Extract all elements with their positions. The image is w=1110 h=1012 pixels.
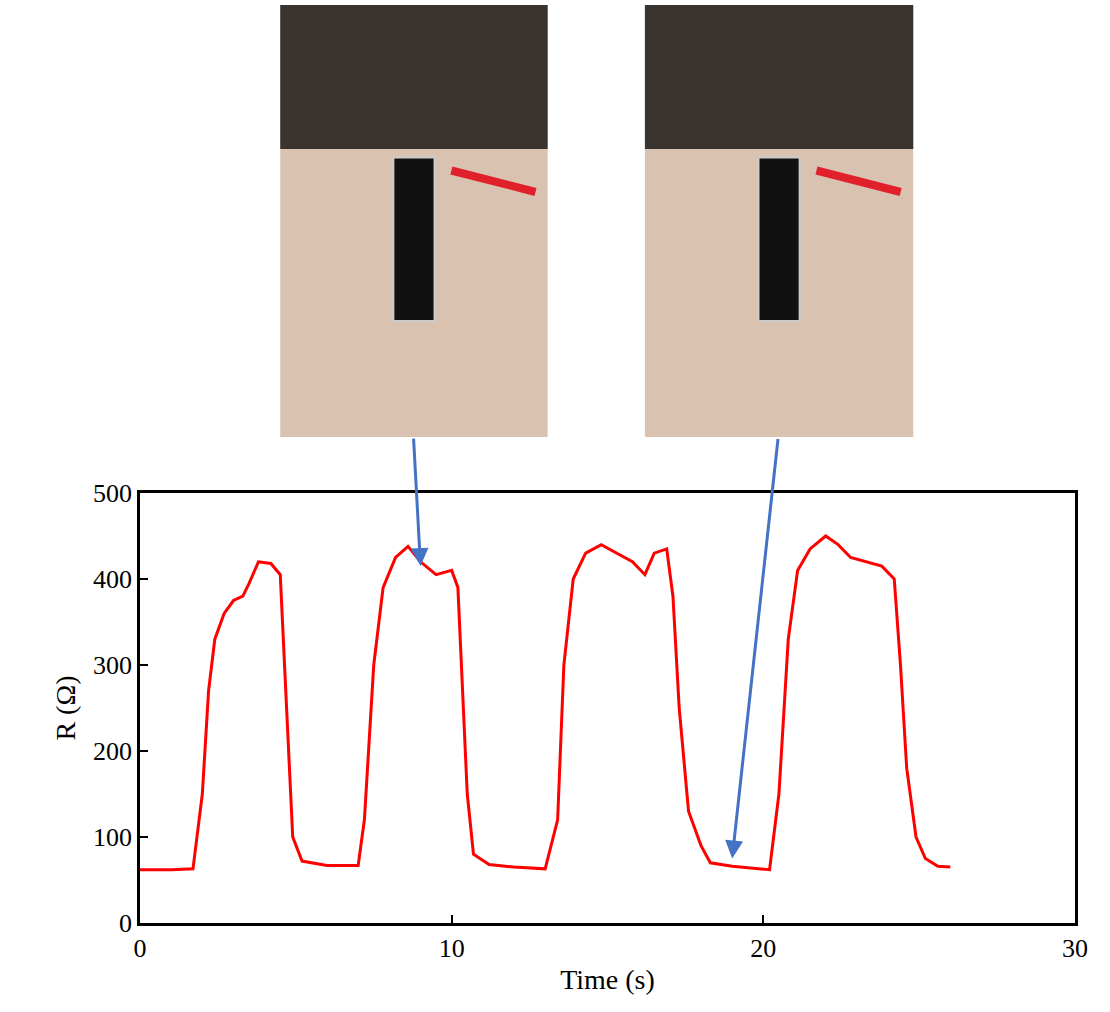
svg-text:200: 200 xyxy=(93,737,132,766)
svg-text:30: 30 xyxy=(1062,934,1088,963)
svg-text:100: 100 xyxy=(93,823,132,852)
svg-text:R (Ω): R (Ω) xyxy=(50,675,81,740)
svg-text:400: 400 xyxy=(93,565,132,594)
svg-text:0: 0 xyxy=(134,934,147,963)
svg-text:20: 20 xyxy=(750,934,776,963)
svg-text:0: 0 xyxy=(119,909,132,938)
svg-text:500: 500 xyxy=(93,479,132,508)
svg-text:Time (s): Time (s) xyxy=(560,964,655,995)
svg-text:300: 300 xyxy=(93,651,132,680)
svg-text:10: 10 xyxy=(439,934,465,963)
